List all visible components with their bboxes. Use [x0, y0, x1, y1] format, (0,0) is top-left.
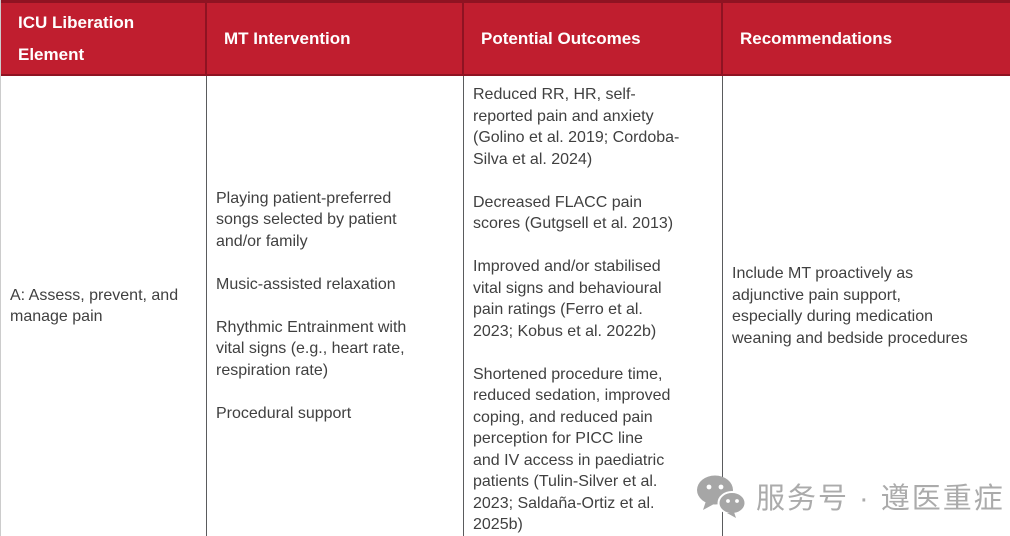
column-header-potential-outcomes: Potential Outcomes [464, 3, 723, 74]
intervention-item: Music-assisted relaxation [216, 275, 396, 293]
outcome-item: Shortened procedure time, reduced sedati… [473, 365, 671, 534]
intervention-item: Procedural support [216, 404, 352, 422]
icu-element-text: A: Assess, prevent, and manage pain [10, 286, 179, 326]
table-body-row: A: Assess, prevent, and manage pain Play… [1, 76, 1010, 536]
intervention-item: Playing patient-preferred songs selected… [216, 189, 397, 250]
cell-recommendations: Include MT proactively as adjunctive pai… [723, 76, 1010, 536]
watermark-text: 服务号 · 遵医重症 [756, 483, 1005, 515]
watermark: 服务号 · 遵医重症 [696, 470, 1005, 522]
cell-potential-outcomes: Reduced RR, HR, self- reported pain and … [464, 76, 723, 536]
column-header-recommendations: Recommendations [740, 28, 893, 48]
outcome-item: Reduced RR, HR, self- reported pain and … [473, 86, 680, 168]
column-header-icu-liberation-element: ICU Liberation Element [1, 3, 207, 74]
intervention-item: Rhythmic Entrainment with vital signs (e… [216, 318, 407, 379]
recommendation-text: Include MT proactively as adjunctive pai… [732, 265, 968, 347]
column-header-mt-intervention: MT Intervention [207, 3, 464, 74]
cell-mt-intervention: Playing patient-preferred songs selected… [207, 76, 464, 536]
outcome-item: Improved and/or stabilised vital signs a… [473, 258, 662, 340]
cell-icu-liberation-element: A: Assess, prevent, and manage pain [1, 76, 207, 536]
wechat-icon [696, 474, 746, 518]
table-header-row: ICU Liberation Element MT Intervention P… [1, 0, 1010, 76]
outcome-item: Decreased FLACC pain scores (Gutgsell et… [473, 193, 674, 233]
